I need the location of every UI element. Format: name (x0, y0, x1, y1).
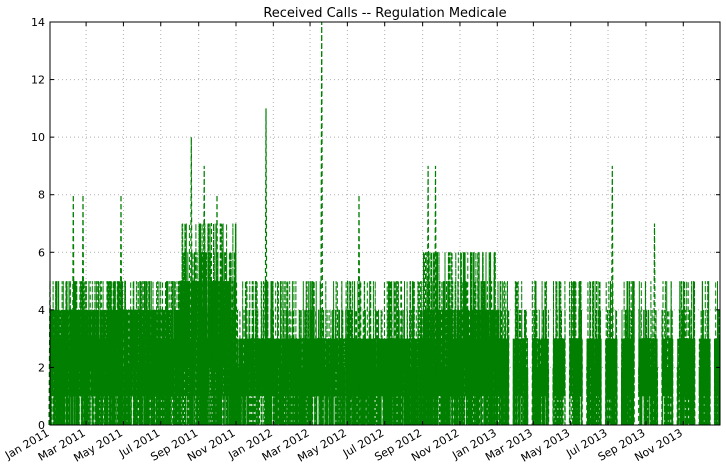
calls-peak (215, 194, 219, 426)
y-tick-label: 8 (38, 189, 45, 202)
calls-peak (610, 165, 614, 426)
calls-series-line (192, 223, 214, 426)
y-tick-label: 14 (31, 16, 45, 29)
calls-series-line (90, 281, 112, 426)
calls-peak (652, 223, 657, 426)
calls-series-line (661, 281, 683, 426)
calls-series-line (233, 223, 255, 426)
calls-series-line (335, 280, 357, 426)
calls-series-line (539, 281, 561, 426)
calls-peak (433, 165, 438, 426)
calls-peak (202, 165, 206, 426)
calls-series-line (131, 280, 153, 426)
calls-series-line (437, 252, 459, 426)
calls-series-line (498, 281, 520, 426)
y-tick-label: 12 (31, 74, 45, 87)
calls-peak (71, 194, 75, 426)
calls-series-line (518, 280, 540, 426)
calls-series-line (620, 281, 642, 426)
y-tick-label: 6 (38, 246, 45, 259)
calls-series-line (314, 281, 336, 426)
y-tick-label: 4 (38, 304, 45, 317)
calls-series-line (110, 280, 132, 426)
y-tick-label: 10 (31, 131, 45, 144)
calls-peak (119, 194, 123, 426)
calls-series-line (579, 281, 602, 426)
calls-series-line (151, 281, 173, 426)
calls-series-line (294, 281, 316, 426)
calls-series-line (171, 223, 194, 426)
calls-peak (357, 194, 361, 426)
calls-series-line (477, 252, 500, 426)
y-tick-labels: 0 2 4 6 8 10 12 14 (31, 16, 45, 432)
calls-series (48, 21, 721, 426)
calls-series-line (375, 281, 398, 426)
calls-peak (426, 165, 430, 426)
chart-title: Received Calls -- Regulation Medicale (263, 6, 506, 21)
calls-peak (81, 194, 85, 426)
calls-series-line (681, 281, 704, 426)
calls-series-line (273, 281, 295, 426)
calls-series-line (702, 281, 721, 426)
axis-ticks (49, 21, 720, 426)
calls-series-line (600, 281, 621, 426)
calls-series-line (457, 252, 479, 426)
y-tick-label: 0 (38, 419, 45, 432)
calls-series-line (253, 281, 275, 426)
calls-series-line (49, 281, 71, 426)
calls-peak (264, 108, 268, 426)
calls-series-line (640, 281, 662, 426)
calls-series-line (396, 281, 418, 426)
y-tick-label: 2 (38, 361, 45, 374)
calls-series-line (559, 281, 581, 426)
